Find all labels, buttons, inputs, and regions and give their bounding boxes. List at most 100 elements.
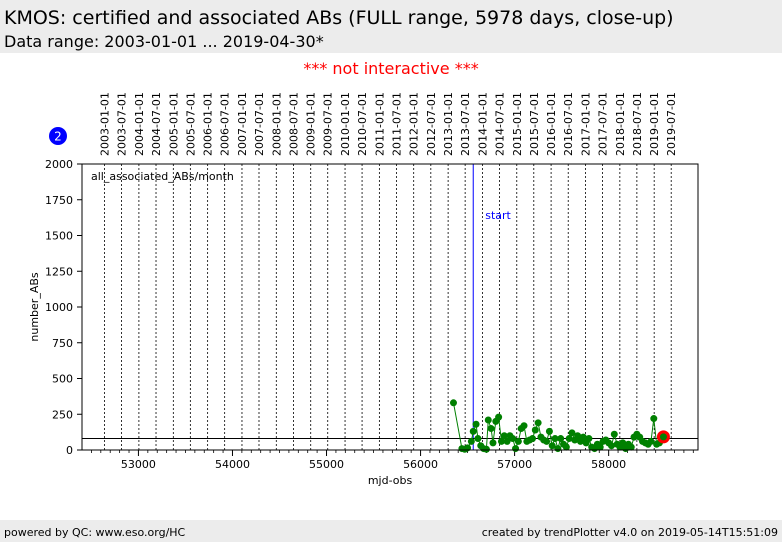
data-point bbox=[551, 435, 559, 443]
data-point bbox=[528, 435, 536, 443]
date-tick-label: 2003-07-01 bbox=[116, 92, 129, 156]
x-tick-label: 58000 bbox=[591, 458, 626, 471]
data-point bbox=[489, 439, 497, 447]
x-tick-label: 57000 bbox=[497, 458, 532, 471]
data-point bbox=[543, 437, 551, 445]
start-marker-label: start bbox=[485, 209, 511, 222]
badge-circle bbox=[49, 127, 67, 145]
y-tick-label: 1500 bbox=[45, 230, 73, 243]
data-point bbox=[562, 443, 570, 451]
data-point bbox=[650, 415, 658, 423]
y-axis-label: number_ABs bbox=[28, 272, 41, 342]
date-tick-label: 2016-07-01 bbox=[562, 92, 575, 156]
data-point bbox=[579, 433, 587, 441]
data-point bbox=[512, 445, 520, 453]
date-tick-label: 2008-07-01 bbox=[287, 92, 300, 156]
data-point bbox=[474, 435, 482, 443]
data-point bbox=[574, 432, 582, 440]
footer-bar bbox=[0, 520, 782, 542]
date-tick-label: 2014-01-01 bbox=[476, 92, 489, 156]
date-tick-label: 2005-01-01 bbox=[167, 92, 180, 156]
data-point bbox=[520, 422, 528, 430]
data-point bbox=[610, 430, 618, 438]
legend-entry: all_associated_ABs/month bbox=[91, 170, 234, 183]
data-point bbox=[545, 427, 553, 435]
badge-label: 2 bbox=[54, 130, 62, 144]
date-tick-label: 2006-07-01 bbox=[219, 92, 232, 156]
x-tick-label: 54000 bbox=[215, 458, 250, 471]
data-point bbox=[619, 439, 627, 447]
date-tick-label: 2019-07-01 bbox=[665, 92, 678, 156]
data-point bbox=[534, 419, 542, 427]
date-tick-label: 2012-07-01 bbox=[425, 92, 438, 156]
date-tick-label: 2017-07-01 bbox=[597, 92, 610, 156]
y-tick-label: 0 bbox=[66, 444, 73, 457]
plot-area bbox=[82, 164, 698, 450]
data-point bbox=[596, 443, 604, 451]
date-tick-label: 2005-07-01 bbox=[184, 92, 197, 156]
data-point bbox=[565, 435, 573, 443]
date-tick-label: 2018-01-01 bbox=[614, 92, 627, 156]
data-point bbox=[482, 445, 490, 453]
date-tick-label: 2009-07-01 bbox=[322, 92, 335, 156]
data-point bbox=[500, 432, 508, 440]
data-point bbox=[509, 435, 517, 443]
date-tick-label: 2010-01-01 bbox=[339, 92, 352, 156]
data-point bbox=[469, 427, 477, 435]
data-point bbox=[557, 435, 565, 443]
y-tick-label: 1750 bbox=[45, 194, 73, 207]
data-point bbox=[467, 437, 475, 445]
date-tick-label: 2011-01-01 bbox=[373, 92, 386, 156]
date-tick-label: 2016-01-01 bbox=[545, 92, 558, 156]
date-tick-label: 2004-01-01 bbox=[133, 92, 146, 156]
footer-created-by: created by trendPlotter v4.0 on 2019-05-… bbox=[481, 526, 778, 539]
x-tick-label: 56000 bbox=[403, 458, 438, 471]
data-point bbox=[449, 399, 457, 407]
page-title: KMOS: certified and associated ABs (FULL… bbox=[4, 7, 674, 29]
date-tick-label: 2006-01-01 bbox=[202, 92, 215, 156]
data-point bbox=[472, 420, 480, 428]
plot-frame bbox=[81, 163, 699, 451]
data-point bbox=[503, 437, 511, 445]
y-tick-label: 750 bbox=[52, 337, 73, 350]
data-point bbox=[484, 416, 492, 424]
date-tick-label: 2011-07-01 bbox=[390, 92, 403, 156]
data-point bbox=[487, 425, 495, 433]
data-point bbox=[568, 429, 576, 437]
data-point bbox=[585, 435, 593, 443]
date-tick-label: 2017-01-01 bbox=[580, 92, 593, 156]
data-point bbox=[627, 443, 635, 451]
date-tick-label: 2019-01-01 bbox=[648, 92, 661, 156]
date-tick-label: 2012-01-01 bbox=[408, 92, 421, 156]
y-tick-label: 1250 bbox=[45, 265, 73, 278]
x-axis-label: mjd-obs bbox=[368, 474, 413, 487]
footer-powered-by: powered by QC: www.eso.org/HC bbox=[4, 526, 186, 539]
date-tick-label: 2018-07-01 bbox=[631, 92, 644, 156]
data-point bbox=[554, 445, 562, 453]
date-tick-label: 2013-01-01 bbox=[442, 92, 455, 156]
data-point bbox=[497, 437, 505, 445]
date-tick-label: 2015-07-01 bbox=[528, 92, 541, 156]
data-point bbox=[495, 413, 503, 421]
date-tick-label: 2010-07-01 bbox=[356, 92, 369, 156]
date-tick-label: 2015-01-01 bbox=[511, 92, 524, 156]
not-interactive-notice: *** not interactive *** bbox=[303, 59, 479, 78]
date-tick-label: 2004-07-01 bbox=[150, 92, 163, 156]
date-tick-label: 2008-01-01 bbox=[270, 92, 283, 156]
date-tick-label: 2007-01-01 bbox=[236, 92, 249, 156]
date-tick-label: 2009-01-01 bbox=[305, 92, 318, 156]
y-tick-label: 250 bbox=[52, 408, 73, 421]
data-point bbox=[647, 437, 655, 445]
data-point bbox=[514, 437, 522, 445]
y-tick-label: 1000 bbox=[45, 301, 73, 314]
date-tick-label: 2013-07-01 bbox=[459, 92, 472, 156]
date-tick-label: 2007-07-01 bbox=[253, 92, 266, 156]
header-bar bbox=[0, 0, 782, 53]
data-point bbox=[548, 442, 556, 450]
data-range-subtitle: Data range: 2003-01-01 ... 2019-04-30* bbox=[4, 32, 324, 51]
y-tick-label: 500 bbox=[52, 373, 73, 386]
last-point-inner bbox=[659, 433, 667, 441]
x-tick-label: 53000 bbox=[121, 458, 156, 471]
data-point bbox=[607, 442, 615, 450]
